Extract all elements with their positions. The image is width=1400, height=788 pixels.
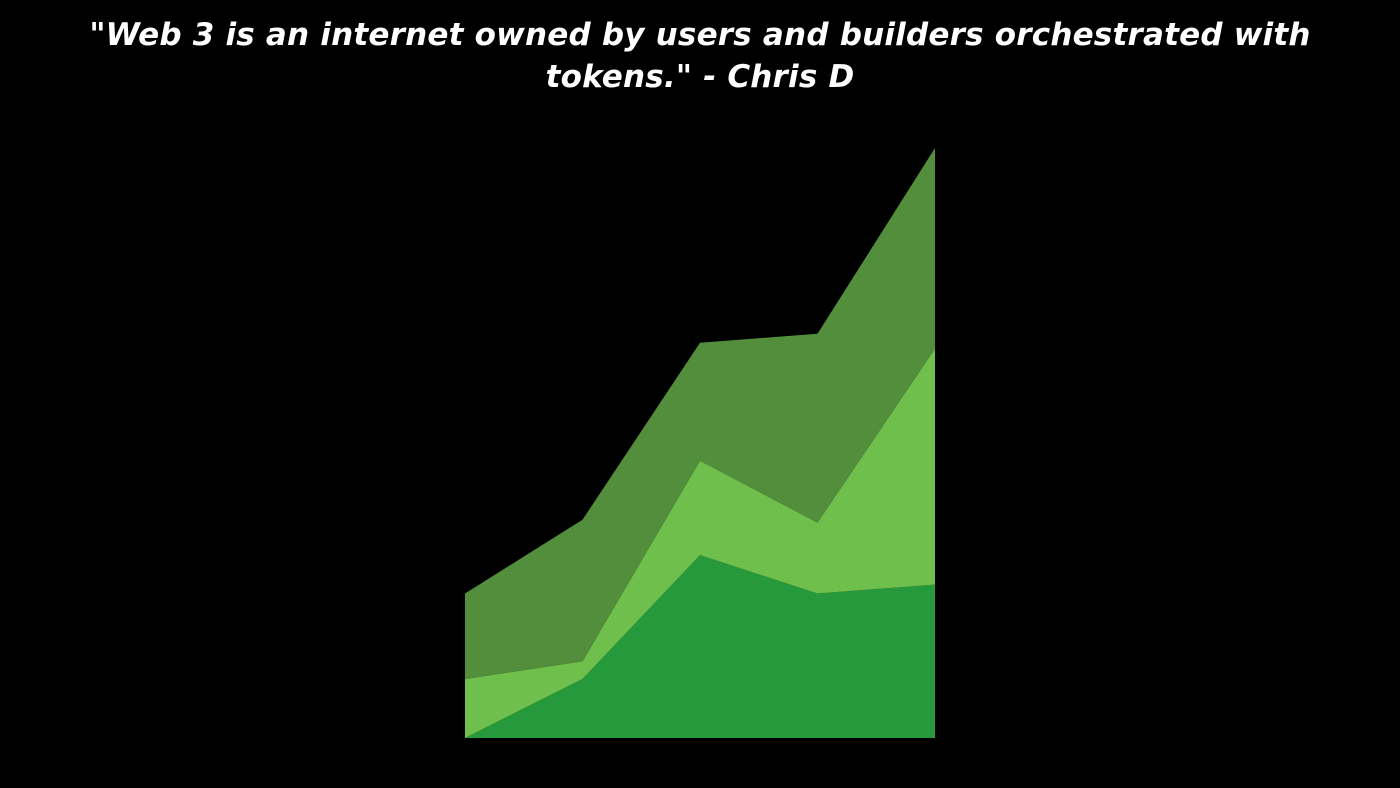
quote-text: "Web 3 is an internet owned by users and…: [89, 17, 1311, 95]
area-series-2: [465, 348, 935, 738]
area-series-3: [465, 148, 935, 679]
area-series-1: [465, 555, 935, 738]
chart-areas: [465, 148, 935, 738]
